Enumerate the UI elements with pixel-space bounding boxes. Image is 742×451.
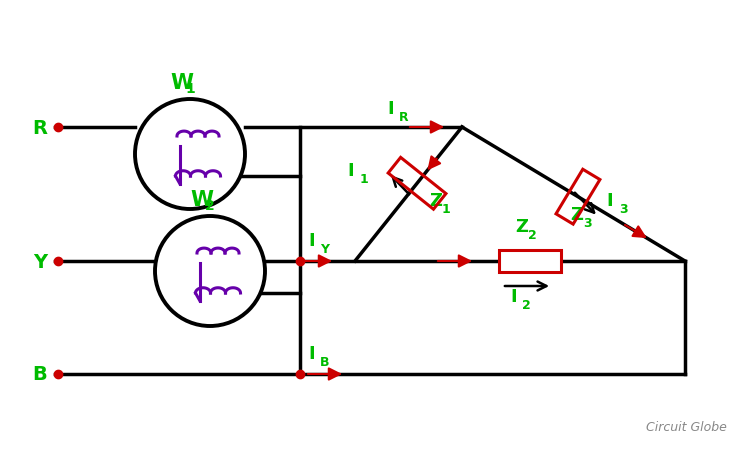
Text: Y: Y bbox=[33, 252, 47, 271]
Text: 1: 1 bbox=[442, 203, 451, 216]
Text: R: R bbox=[399, 111, 409, 124]
Text: B: B bbox=[320, 355, 329, 368]
Circle shape bbox=[135, 100, 245, 210]
Text: I: I bbox=[308, 231, 315, 249]
Text: 3: 3 bbox=[619, 202, 628, 215]
Text: I: I bbox=[387, 100, 393, 118]
Text: I: I bbox=[606, 191, 613, 209]
Bar bbox=[499, 250, 561, 272]
Text: 1: 1 bbox=[185, 82, 194, 96]
Text: Z: Z bbox=[570, 205, 582, 223]
Text: 2: 2 bbox=[205, 198, 214, 212]
Text: Circuit Globe: Circuit Globe bbox=[646, 420, 727, 433]
Text: R: R bbox=[32, 118, 47, 137]
Text: 2: 2 bbox=[528, 229, 536, 241]
Text: I: I bbox=[510, 287, 516, 305]
Text: W: W bbox=[170, 73, 193, 93]
Bar bbox=[388, 158, 446, 210]
Text: 2: 2 bbox=[522, 299, 531, 311]
Text: B: B bbox=[32, 365, 47, 384]
Text: W: W bbox=[190, 189, 213, 210]
Text: Y: Y bbox=[320, 243, 329, 255]
Bar bbox=[556, 170, 600, 225]
Text: I: I bbox=[308, 344, 315, 362]
Circle shape bbox=[155, 216, 265, 326]
Text: 3: 3 bbox=[583, 216, 591, 229]
Text: I: I bbox=[347, 162, 354, 180]
Text: Z: Z bbox=[515, 217, 528, 235]
Text: Z: Z bbox=[429, 192, 442, 210]
Text: 1: 1 bbox=[360, 173, 369, 186]
